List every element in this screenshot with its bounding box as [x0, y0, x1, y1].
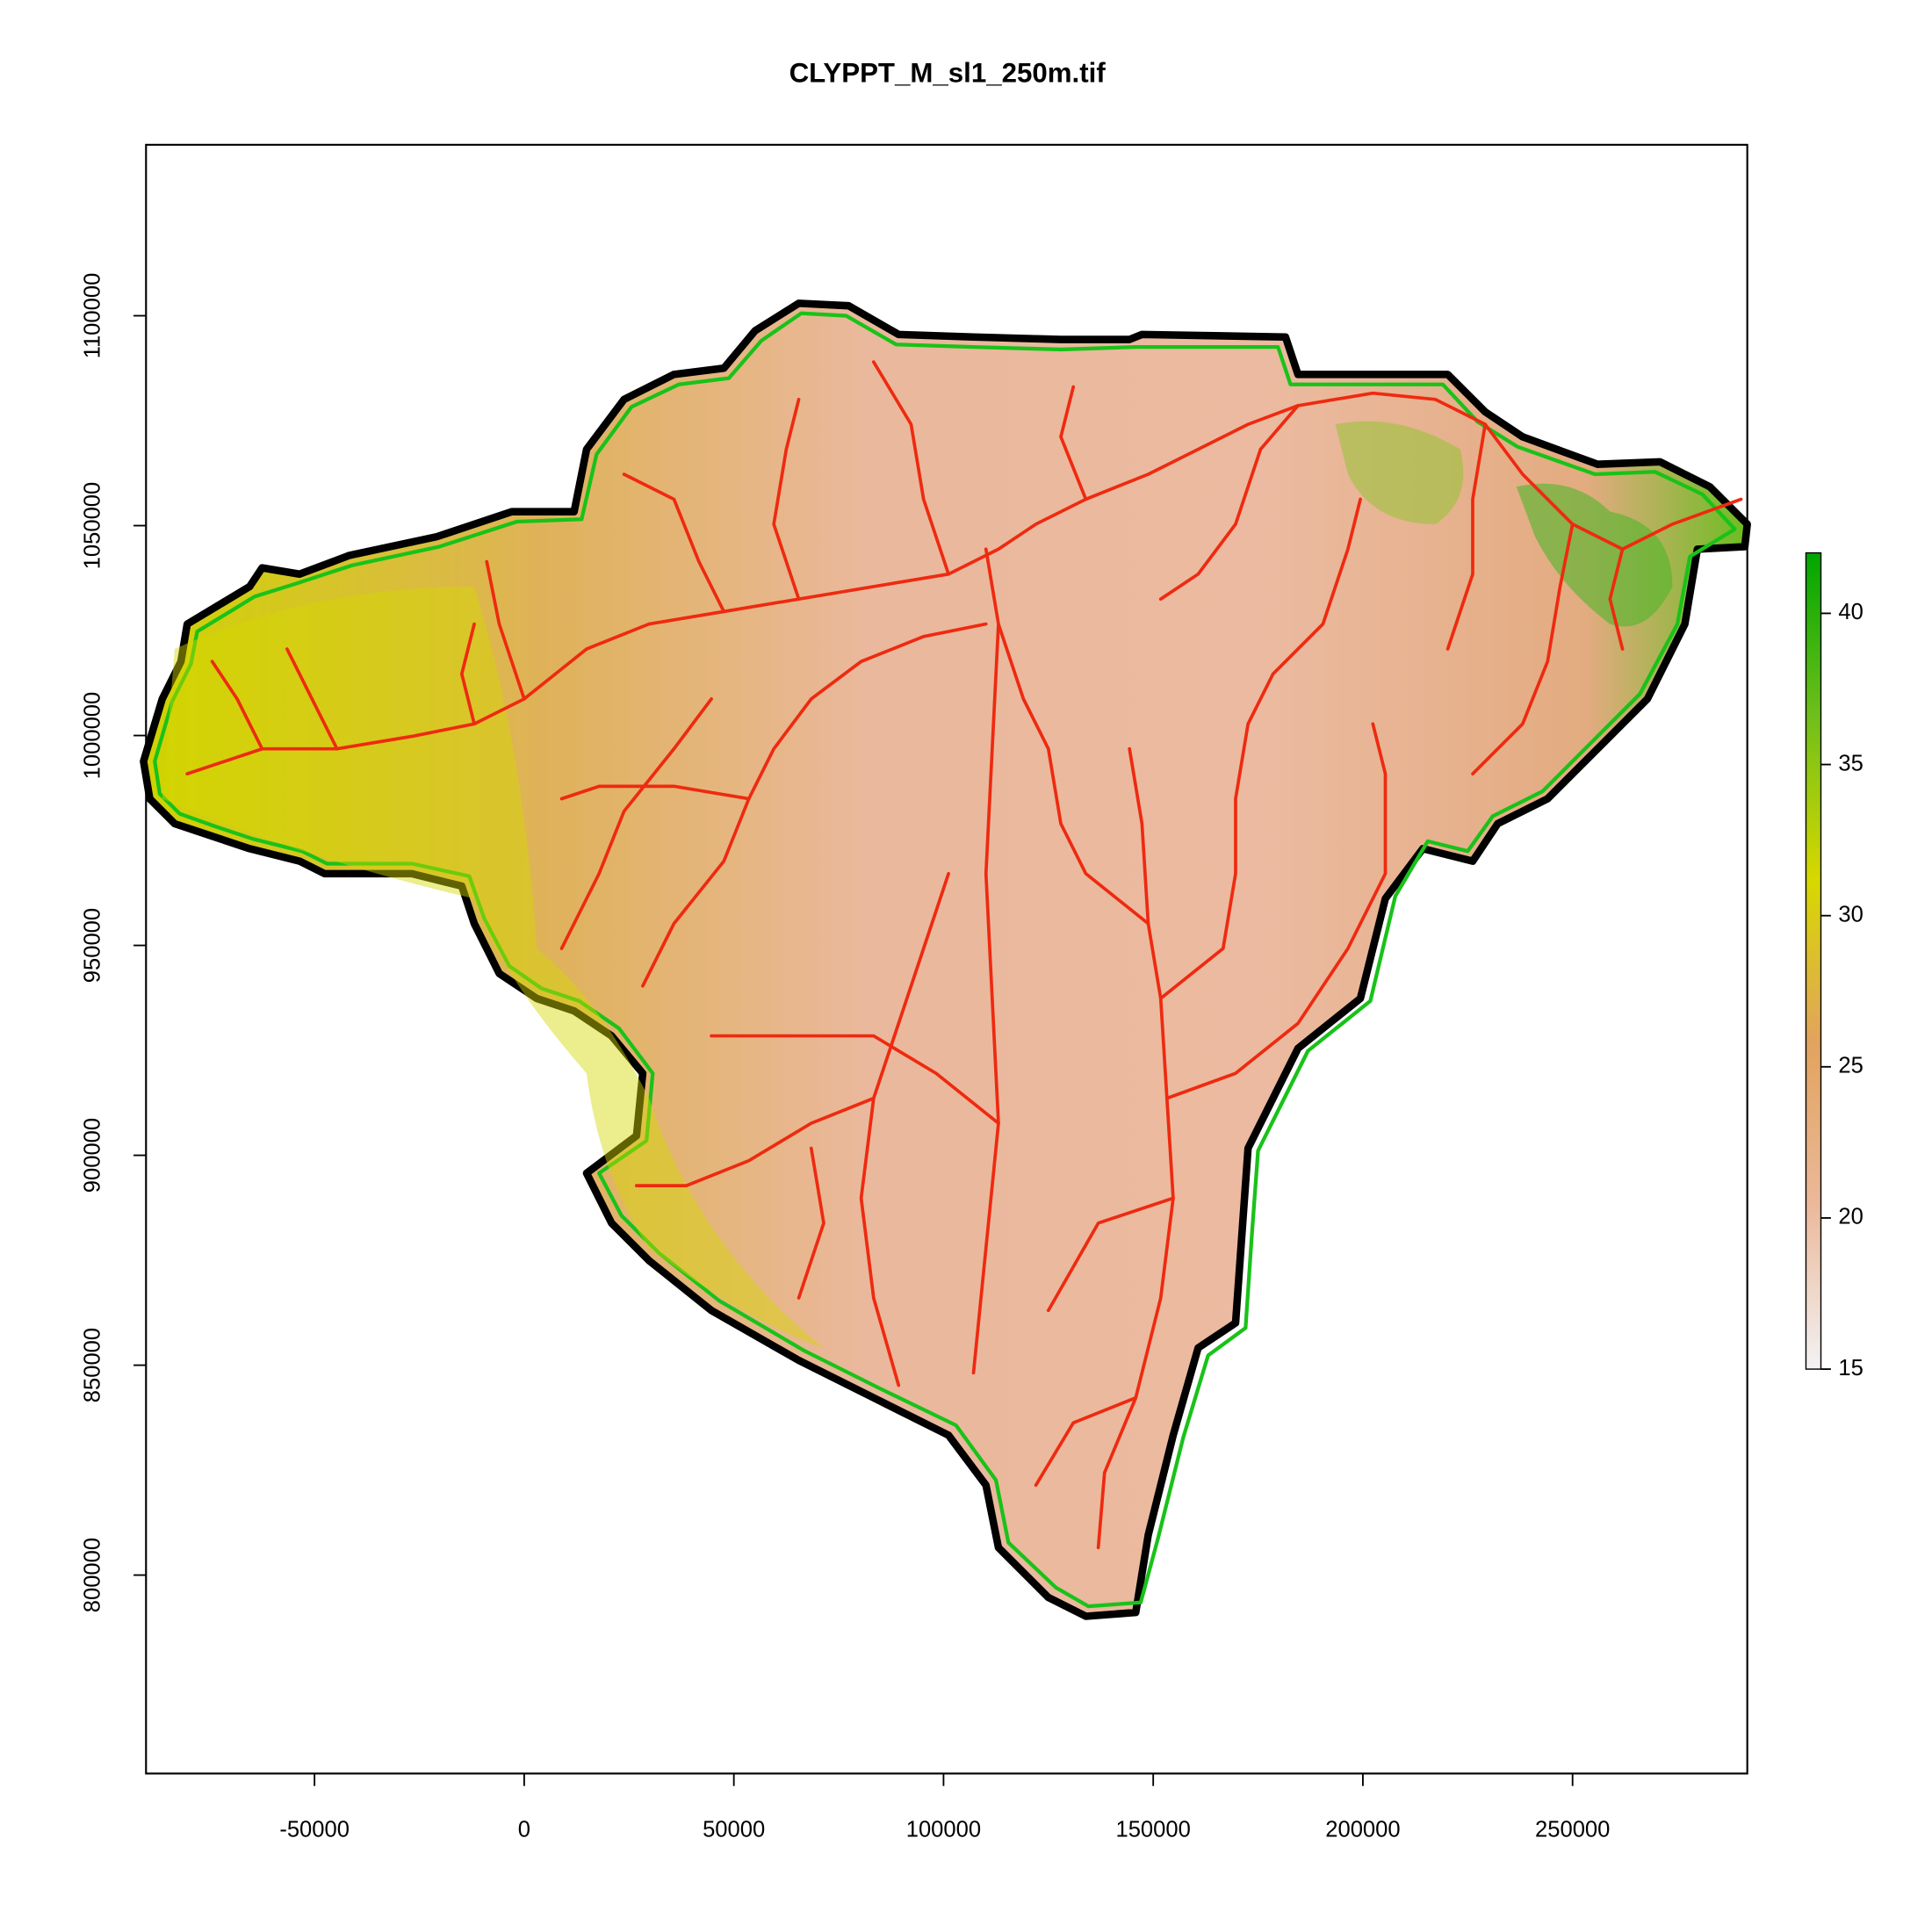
colorbar-tick-label: 30 — [1838, 902, 1863, 926]
river — [1096, 746, 1175, 1550]
river — [559, 784, 751, 801]
colorbar-tick-label: 35 — [1838, 751, 1863, 775]
river — [1034, 1395, 1138, 1488]
yellow-patch — [162, 586, 824, 1348]
river — [485, 559, 526, 701]
river — [185, 391, 1743, 775]
river — [641, 622, 988, 988]
river — [559, 697, 713, 950]
colorbar-tick-label: 25 — [1838, 1054, 1863, 1078]
green-patch — [1335, 421, 1464, 524]
green-patch — [1516, 483, 1673, 627]
river — [871, 360, 950, 576]
river — [1445, 422, 1488, 651]
x-tick-label: 150000 — [1115, 1818, 1190, 1842]
map-title: CLYPPT_M_sl1_250m.tif — [789, 58, 1107, 89]
y-tick-label: 1050000 — [80, 482, 105, 570]
river — [710, 1034, 1000, 1125]
basin-edge — [153, 311, 1737, 1609]
plot-frame — [145, 143, 1748, 1775]
river — [634, 1096, 876, 1187]
basin — [140, 299, 1751, 1620]
river — [772, 397, 801, 602]
basin-outline — [140, 299, 1751, 1620]
river — [459, 622, 476, 726]
y-tick-label: 1000000 — [80, 692, 105, 780]
colorbar-tick-label: 15 — [1838, 1356, 1863, 1381]
colorbar: 15 20 25 30 35 40 — [1805, 551, 1864, 1381]
y-tick-label: 800000 — [80, 1538, 105, 1612]
river — [622, 472, 726, 614]
colorbar-tick-label: 20 — [1838, 1205, 1863, 1229]
y-tick-label: 1100000 — [80, 273, 105, 359]
colorbar-scale — [1805, 551, 1822, 1370]
river — [1046, 1196, 1175, 1313]
x-tick-label: 250000 — [1535, 1818, 1610, 1842]
river — [1164, 722, 1388, 1100]
y-tick-label: 850000 — [80, 1328, 105, 1402]
x-tick-label: 200000 — [1325, 1818, 1400, 1842]
colorbar-tick-label: 40 — [1838, 600, 1863, 624]
x-tick-label: -50000 — [279, 1818, 350, 1842]
y-tick-label: 900000 — [80, 1118, 105, 1193]
river — [285, 647, 339, 751]
x-tick-label: 0 — [518, 1818, 530, 1842]
river — [1158, 497, 1362, 1000]
river — [1471, 523, 1575, 775]
x-tick-label: 50000 — [703, 1818, 765, 1842]
river — [1608, 547, 1625, 651]
y-tick-label: 950000 — [80, 908, 105, 983]
river — [797, 1146, 825, 1300]
river — [997, 622, 1150, 926]
river-network — [185, 360, 1743, 1550]
river — [210, 660, 264, 751]
x-tick-label: 100000 — [906, 1818, 981, 1842]
axes: -50000 0 50000 100000 150000 200000 250000 8000… — [80, 273, 1610, 1842]
river — [1158, 404, 1300, 602]
river — [1059, 385, 1088, 501]
river — [971, 547, 1000, 1375]
